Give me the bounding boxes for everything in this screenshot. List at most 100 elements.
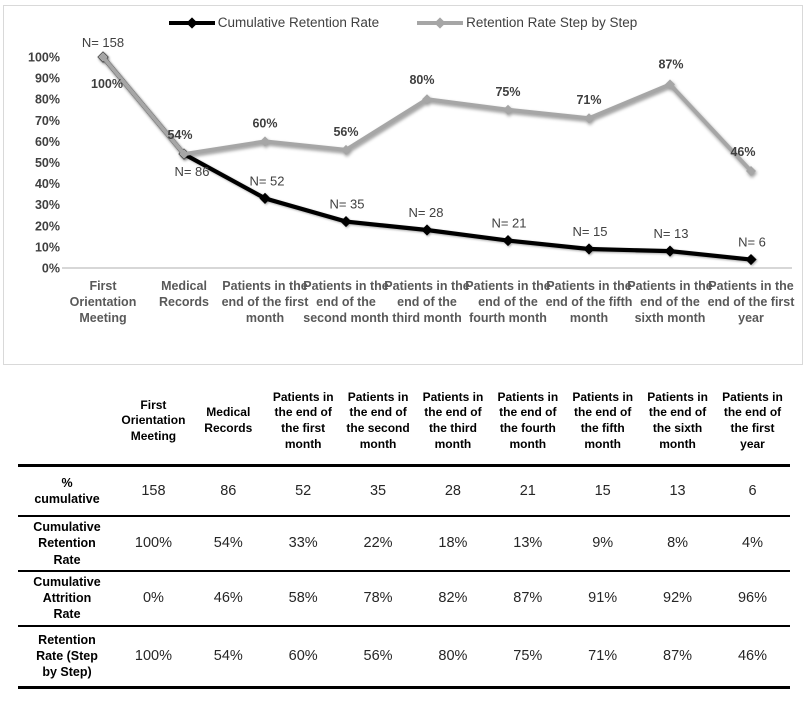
table-cell: 8% <box>667 535 689 552</box>
table-cell: 22% <box>363 535 393 552</box>
table-row-header: Retention Rate (Step by Step) <box>36 632 98 680</box>
data-point-marker <box>665 79 675 90</box>
data-point-label: 46% <box>730 145 755 159</box>
data-point-label: 75% <box>495 85 520 99</box>
table-cell: 91% <box>588 590 618 607</box>
data-point-marker <box>260 136 270 147</box>
table-cell: 54% <box>213 535 243 552</box>
legend-label-step: Retention Rate Step by Step <box>466 15 638 30</box>
table-col-header: Patients in the end of the third month <box>422 389 484 452</box>
table-corner-cell <box>18 379 116 465</box>
chart-plot-area: 100%90%80%70%60%50%40%30%20%10%0%N= 158N… <box>28 35 792 276</box>
y-axis-tick: 100% <box>28 51 60 65</box>
data-point-marker <box>584 113 594 124</box>
data-point-label: N= 28 <box>408 205 443 220</box>
table-cell: 46% <box>213 590 243 607</box>
table-row: Retention Rate (Step by Step) 100% 54% 60% 5… <box>18 626 790 688</box>
table-cell: 71% <box>588 648 618 665</box>
table-cell: 46% <box>737 648 768 665</box>
table-col-header: Patients in the end of the second month <box>346 389 410 452</box>
table-cell: 18% <box>438 535 468 552</box>
table-cell: 78% <box>363 590 393 607</box>
legend-item-step: Retention Rate Step by Step <box>417 15 637 30</box>
y-axis-tick: 60% <box>35 135 60 149</box>
data-point-label: 100% <box>91 77 123 91</box>
y-axis-tick: 30% <box>35 198 60 212</box>
data-point-marker <box>98 52 108 62</box>
table-row: % cumulative 158 86 52 35 28 21 15 13 6 <box>18 465 790 516</box>
table-row-header: Cumulative Retention Rate <box>33 520 101 567</box>
data-point-marker <box>503 104 513 115</box>
table-col-header: Patients in the end of the sixth month <box>647 389 708 452</box>
data-point-label: N= 13 <box>653 226 688 241</box>
data-point-label: N= 15 <box>572 224 607 239</box>
data-point-marker <box>421 224 433 236</box>
retention-chart: Cumulative Retention Rate Retention Rate… <box>3 5 803 365</box>
y-axis-tick: 90% <box>35 72 60 86</box>
table-cell: 13 <box>669 482 686 499</box>
data-point-marker <box>340 215 352 228</box>
y-axis-tick: 50% <box>35 156 60 170</box>
table-cell: 100% <box>134 648 172 665</box>
table-col-header: Patients in the end of the first year <box>722 389 783 452</box>
table-cell: 54% <box>213 648 243 665</box>
data-point-marker <box>746 165 756 176</box>
series-cumulative <box>97 51 757 266</box>
data-point-marker <box>422 94 432 105</box>
table-head: First Orientation Meeting Medical Records… <box>18 379 790 465</box>
series-step <box>98 52 756 176</box>
table-cell: 82% <box>438 590 468 607</box>
table-cell: 60% <box>288 648 318 665</box>
table-cell: 15 <box>594 482 611 499</box>
legend-item-cumulative: Cumulative Retention Rate <box>168 15 380 30</box>
table-col-header: First Orientation Meeting <box>121 397 186 444</box>
data-point-label: N= 86 <box>174 164 209 179</box>
y-axis-tick: 40% <box>35 177 60 191</box>
data-point-label: 71% <box>576 93 601 107</box>
table-body: % cumulative 158 86 52 35 28 21 15 13 6 Cumulative… <box>18 465 790 688</box>
figure-page: { "colors": { "cumulative_series": "#000… <box>0 5 808 707</box>
table-cell: 33% <box>288 535 318 552</box>
table-cell: 75% <box>513 648 543 665</box>
table-cell: 21 <box>519 482 536 499</box>
table-cell: 52 <box>295 482 312 499</box>
table-cell: 87% <box>513 590 543 607</box>
data-point-label: 56% <box>333 125 358 139</box>
data-point-label: N= 35 <box>329 197 364 212</box>
table-cell: 80% <box>438 648 468 665</box>
table-row-header: Cumulative Attrition Rate <box>33 574 101 622</box>
data-point-label: N= 52 <box>249 173 284 188</box>
y-axis-tick: 80% <box>35 93 60 107</box>
table-cell: 56% <box>363 648 393 665</box>
data-point-marker <box>259 192 271 204</box>
data-point-label: 54% <box>167 128 192 142</box>
data-point-label: 80% <box>409 73 434 87</box>
table-cell: 0% <box>142 590 164 607</box>
legend-label-cumulative: Cumulative Retention Rate <box>217 15 380 30</box>
table-cell: 86 <box>220 482 237 499</box>
data-point-marker <box>179 149 189 160</box>
y-axis-tick: 20% <box>35 219 60 233</box>
table-row: Cumulative Retention Rate 100% 54% 33% 22% 18… <box>18 516 790 571</box>
table-cell: 28 <box>444 482 461 499</box>
data-point-marker <box>745 253 757 266</box>
series-step-labels: 100% 54% 60% 56% 80% 75% 71% 87% 46% <box>91 57 756 159</box>
y-axis-tick-labels: 100% 90% 80% 70% 60% 50% 40% 30% 20% 10% 0% <box>28 51 60 276</box>
table-cell: 87% <box>663 648 693 665</box>
table-row: Cumulative Attrition Rate 0% 46% 58% 78% 82% 8… <box>18 571 790 626</box>
table-cell: 158 <box>141 482 166 499</box>
table-cell: 100% <box>134 535 172 552</box>
legend-marker-cumulative-icon <box>168 16 215 29</box>
data-point-label: 60% <box>252 116 277 130</box>
table-cell: 58% <box>288 590 318 607</box>
y-axis-tick: 10% <box>35 240 60 254</box>
table-cell: 4% <box>742 535 763 552</box>
table-col-header: Medical Records <box>204 405 253 436</box>
series-cumulative-labels: N= 158 N= 86 N= 52 N= 35 N= 28 N= 21 N= 15 N= 1… <box>82 35 766 250</box>
data-point-label: N= 158 <box>82 35 124 50</box>
y-axis-tick: 70% <box>35 114 60 128</box>
table-cell: 13% <box>513 535 543 552</box>
table-col-header: Patients in the end of the first month <box>272 389 334 452</box>
data-point-label: N= 21 <box>491 216 526 231</box>
table-col-header: Patients in the end of the fifth month <box>572 389 634 452</box>
